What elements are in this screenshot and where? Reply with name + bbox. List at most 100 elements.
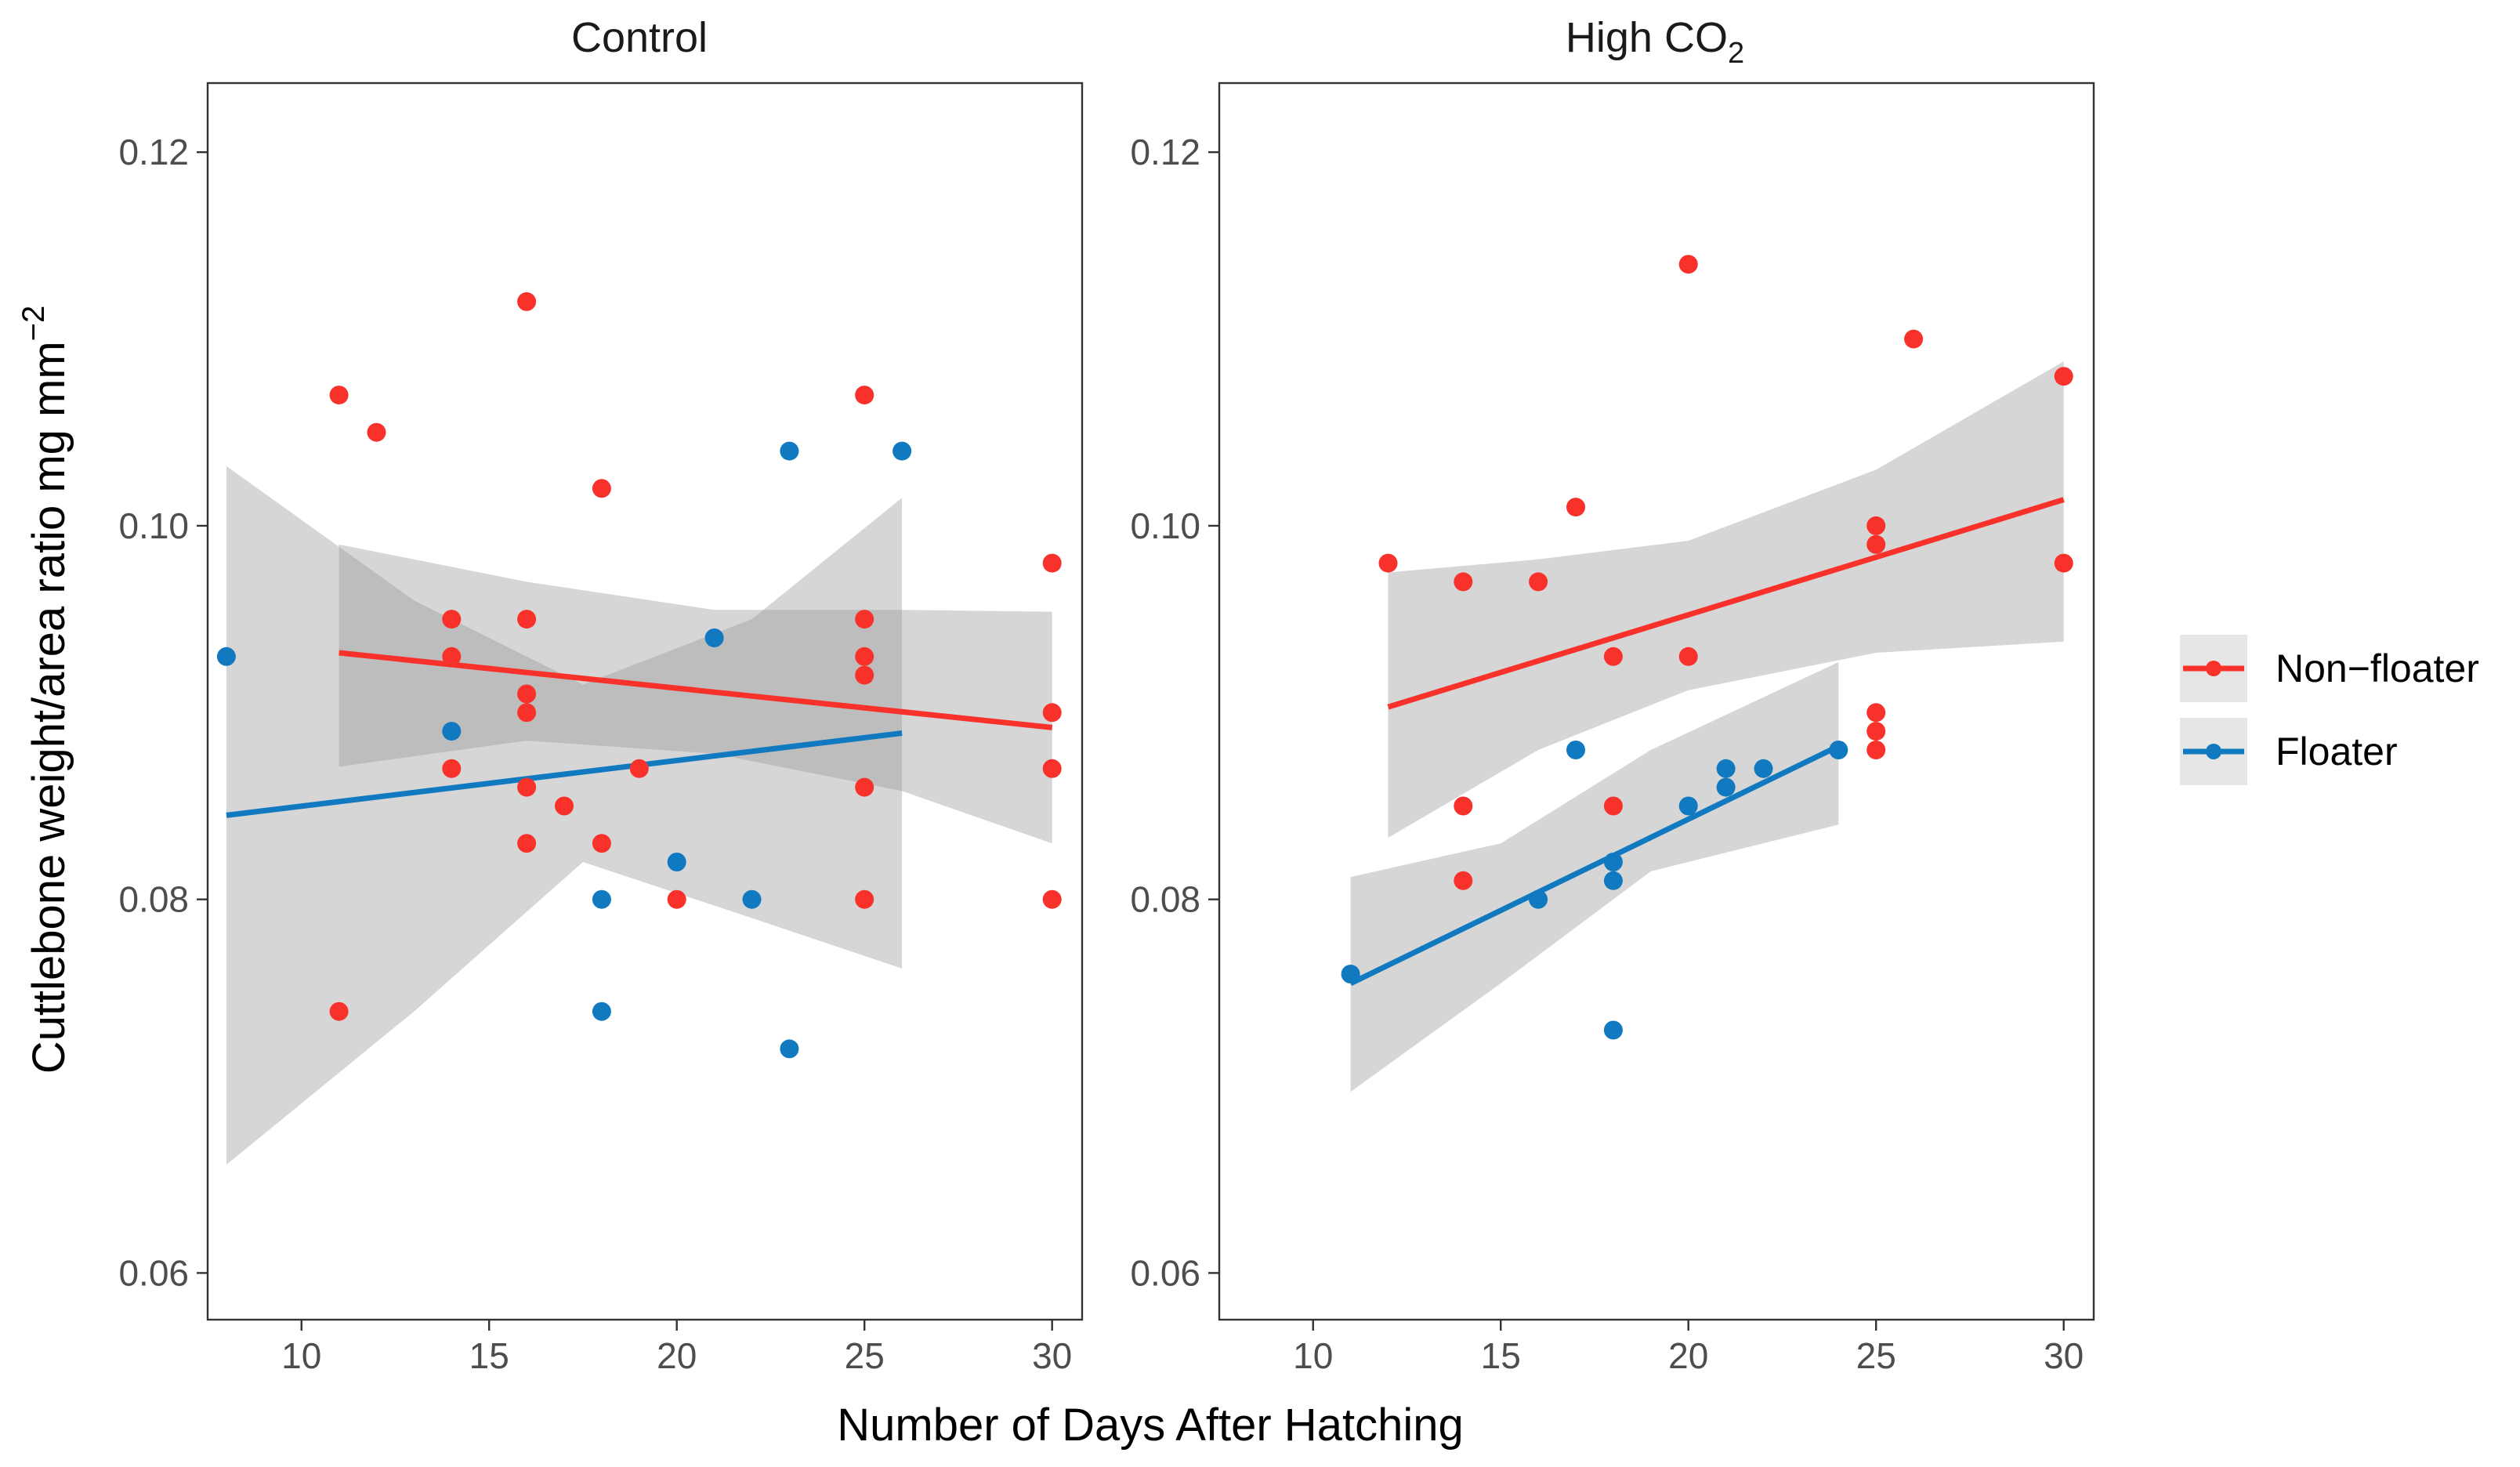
data-point-floater (704, 628, 724, 647)
data-points (1341, 255, 2073, 1040)
data-point-non-floater (1866, 534, 1886, 554)
y-tick-label: 0.12 (118, 132, 189, 172)
data-point-non-floater (329, 1002, 349, 1021)
y-tick-label: 0.10 (118, 505, 189, 546)
data-point-non-floater (517, 834, 537, 853)
data-point-non-floater (855, 889, 874, 909)
data-point-non-floater (367, 422, 386, 442)
data-point-floater (1341, 965, 1360, 983)
x-tick-label: 15 (1481, 1335, 1521, 1376)
panel-control: 0.06 0.08 0.10 0.12 10 15 20 25 30 Control (118, 14, 1084, 1376)
legend-label-non-floater: Non−floater (2276, 647, 2479, 690)
data-point-non-floater (1042, 889, 1062, 909)
regression-line-floater (1349, 744, 1840, 987)
data-point-floater (442, 722, 462, 741)
x-axis: 10 15 20 25 30 (281, 1320, 1072, 1376)
data-point-floater (1716, 777, 1736, 797)
data-point-non-floater (1378, 553, 1398, 573)
data-point-non-floater (1454, 796, 1473, 816)
data-point-floater (216, 647, 236, 666)
x-axis: 10 15 20 25 30 (1293, 1320, 2084, 1376)
data-point-non-floater (1042, 703, 1062, 723)
data-point-non-floater (442, 759, 462, 778)
data-point-non-floater (855, 665, 874, 685)
x-tick-label: 15 (469, 1335, 509, 1376)
data-point-non-floater (855, 647, 874, 666)
panel-frame (206, 82, 1084, 1321)
data-point-non-floater (1454, 871, 1473, 890)
y-axis: 0.06 0.08 0.10 0.12 (118, 132, 208, 1293)
data-point-floater (592, 889, 611, 909)
data-point-non-floater (555, 796, 574, 816)
y-axis-title: Cuttlebone weight/area ratio mg mm−2 (16, 306, 74, 1074)
panel-frame (1218, 82, 2095, 1321)
panel-high-co2: 0.06 0.08 0.10 0.12 10 15 20 25 30 High CO2 (1130, 14, 2095, 1376)
data-point-non-floater (629, 759, 649, 778)
data-point-non-floater (442, 610, 462, 629)
regression-lines (226, 650, 1053, 818)
y-tick-label: 0.08 (118, 879, 189, 920)
data-point-floater (1603, 871, 1623, 890)
data-point-floater (780, 441, 799, 461)
legend-key-point-floater (2206, 744, 2221, 759)
legend-label-floater: Floater (2276, 730, 2398, 773)
data-point-non-floater (855, 610, 874, 629)
data-point-floater (1603, 1020, 1623, 1040)
data-point-floater (892, 441, 912, 461)
regression-line-non-floater (1387, 497, 2065, 710)
data-point-non-floater (1678, 647, 1698, 666)
x-tick-label: 25 (845, 1335, 885, 1376)
y-tick-label: 0.12 (1130, 132, 1200, 172)
legend: Non−floater Floater (2180, 635, 2479, 785)
data-point-non-floater (329, 386, 349, 405)
regression-line-floater (226, 730, 903, 818)
data-point-non-floater (2054, 553, 2073, 573)
data-point-non-floater (592, 479, 611, 498)
data-point-non-floater (855, 386, 874, 405)
x-tick-label: 10 (281, 1335, 321, 1376)
y-tick-label: 0.08 (1130, 879, 1200, 920)
data-point-non-floater (1904, 329, 1924, 349)
x-tick-label: 25 (1856, 1335, 1896, 1376)
panel-title: Control (571, 14, 708, 61)
x-tick-label: 30 (2044, 1335, 2084, 1376)
data-point-floater (1829, 741, 1848, 759)
data-point-floater (1716, 759, 1736, 778)
data-point-non-floater (1042, 553, 1062, 573)
data-point-non-floater (517, 703, 537, 723)
confidence-ribbon-floater (1350, 661, 1839, 1092)
data-point-floater (1566, 741, 1585, 759)
regression-line-non-floater (339, 650, 1053, 730)
data-point-floater (780, 1039, 799, 1059)
data-point-floater (667, 853, 686, 871)
data-point-non-floater (442, 647, 462, 666)
y-axis: 0.06 0.08 0.10 0.12 (1130, 132, 1219, 1293)
data-point-non-floater (1603, 647, 1623, 666)
data-point-floater (1603, 853, 1623, 871)
x-axis-title: Number of Days After Hatching (837, 1400, 1463, 1451)
data-point-non-floater (517, 292, 537, 311)
panel-title: High CO2 (1566, 14, 1744, 70)
data-point-non-floater (1529, 572, 1548, 592)
data-point-non-floater (1042, 759, 1062, 778)
x-tick-label: 10 (1293, 1335, 1333, 1376)
data-point-non-floater (1678, 255, 1698, 274)
confidence-ribbons (1350, 361, 2064, 1092)
confidence-ribbon-non-floater (1388, 361, 2064, 838)
y-tick-label: 0.06 (1130, 1252, 1200, 1293)
data-point-non-floater (1566, 498, 1585, 517)
data-point-non-floater (517, 777, 537, 797)
data-point-non-floater (855, 777, 874, 797)
data-point-floater (1678, 796, 1698, 816)
regression-lines (1349, 497, 2065, 987)
data-point-non-floater (1866, 516, 1886, 535)
data-points (216, 292, 1062, 1059)
data-point-non-floater (1866, 703, 1886, 723)
x-tick-label: 30 (1032, 1335, 1072, 1376)
data-point-non-floater (1866, 722, 1886, 741)
data-point-non-floater (517, 684, 537, 704)
data-point-non-floater (2054, 367, 2073, 386)
data-point-non-floater (1454, 572, 1473, 592)
data-point-floater (742, 889, 762, 909)
